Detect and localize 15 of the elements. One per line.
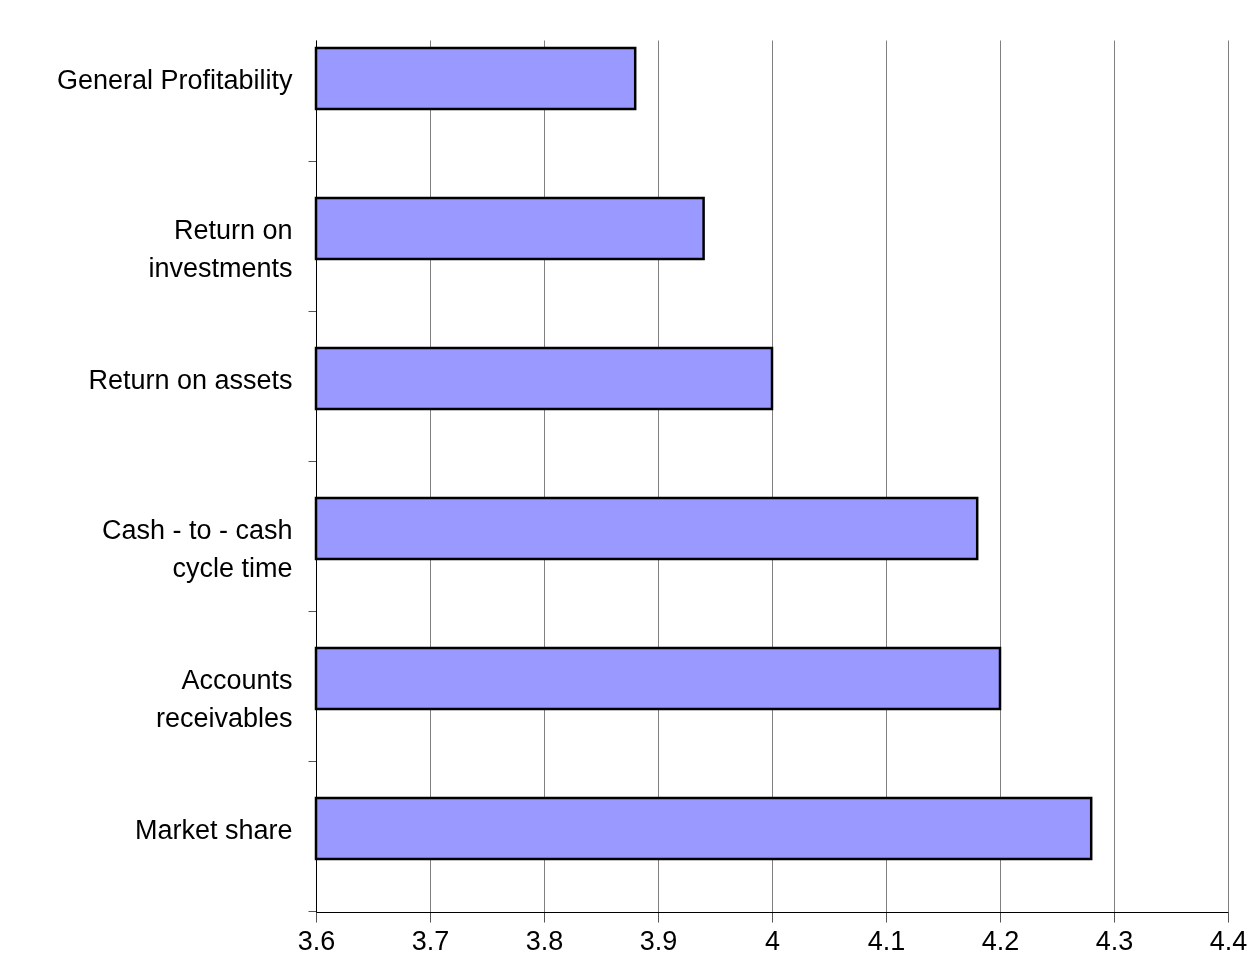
x-tick-label: 4 (764, 925, 781, 956)
x-tick-label: 3.9 (639, 925, 678, 956)
x-tick-label: 4.4 (1209, 925, 1248, 956)
y-tick-label: Market share (134, 814, 293, 845)
x-tick-label: 3.7 (411, 925, 450, 956)
y-tick-label: Accounts receivables (155, 664, 293, 733)
y-tick-label: Cash - to - cash cycle time (101, 514, 293, 583)
y-tick-label: General Profitability (56, 64, 293, 95)
x-tick-label: 3.8 (525, 925, 564, 956)
y-tick-label: Return on investments (148, 214, 293, 283)
x-tick-label: 4.3 (1095, 925, 1134, 956)
x-tick-label: 4.2 (981, 925, 1020, 956)
x-tick-label: 3.6 (297, 925, 336, 956)
x-tick-label: 4.1 (867, 925, 906, 956)
y-tick-label: Return on assets (88, 364, 293, 395)
